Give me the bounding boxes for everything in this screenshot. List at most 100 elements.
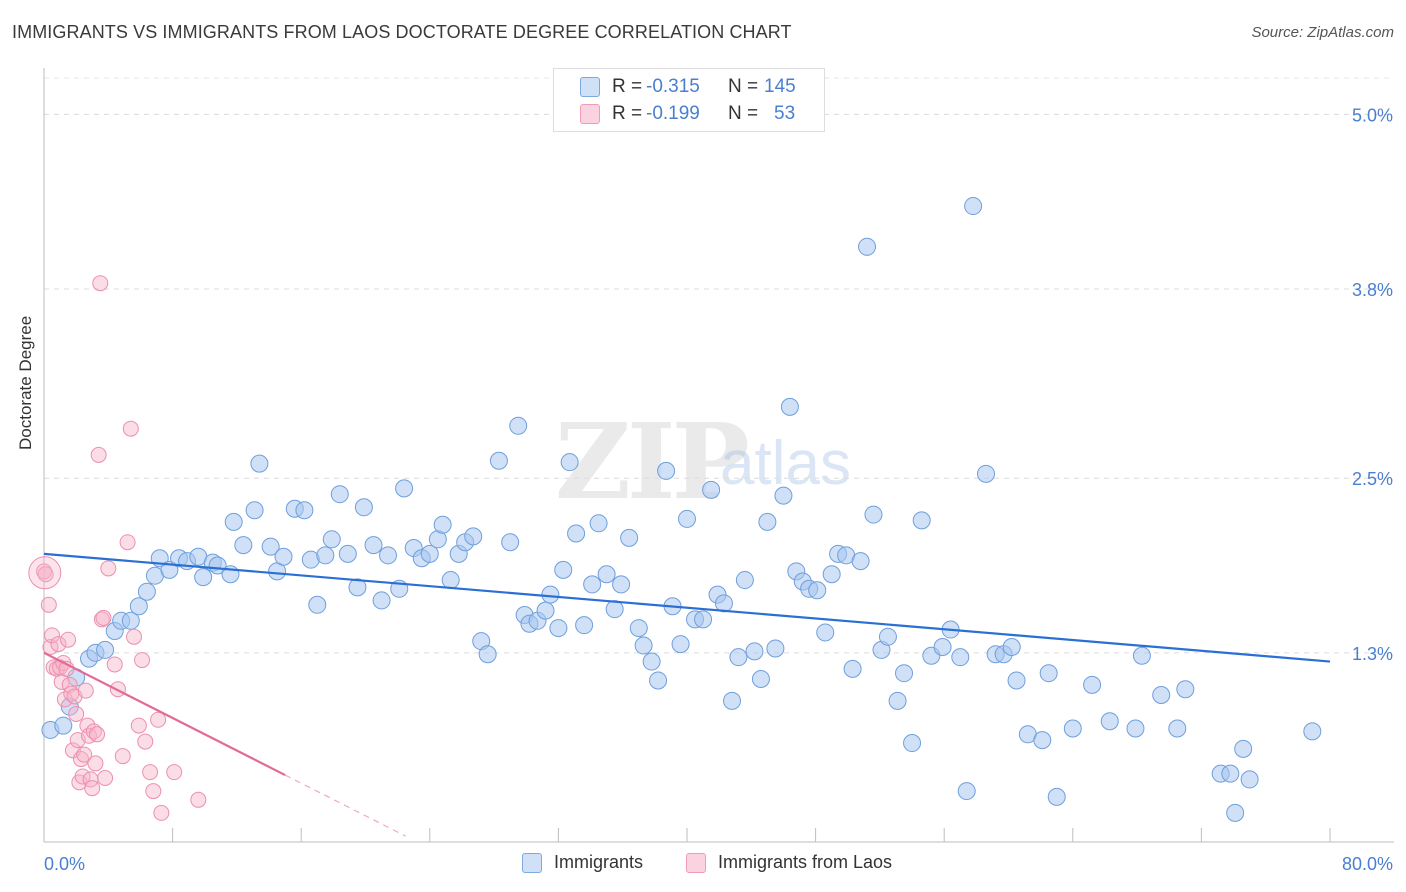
point-immigrants — [1063, 719, 1082, 738]
point-immigrants — [780, 397, 799, 416]
point-immigrants — [234, 536, 253, 555]
point-laos — [130, 717, 147, 734]
point-laos — [76, 746, 93, 763]
point-laos — [119, 534, 136, 551]
point-immigrants — [1234, 739, 1253, 758]
point-laos — [56, 691, 73, 708]
point-immigrants — [745, 642, 764, 661]
point-immigrants — [554, 560, 573, 579]
point-immigrants — [671, 635, 690, 654]
point-immigrants — [194, 568, 213, 587]
point-immigrants — [808, 581, 827, 600]
point-immigrants — [364, 536, 383, 555]
point-immigrants — [567, 524, 586, 543]
point-immigrants — [372, 591, 391, 610]
point-immigrants — [348, 578, 367, 597]
point-laos — [97, 769, 114, 786]
point-immigrants — [1168, 719, 1187, 738]
point-immigrants — [129, 597, 148, 616]
point-immigrants — [250, 454, 269, 473]
point-immigrants — [308, 595, 327, 614]
point-laos — [87, 755, 104, 772]
stats-n-value: 145 — [764, 76, 796, 97]
point-immigrants — [575, 616, 594, 635]
point-laos — [50, 636, 67, 653]
point-immigrants — [1132, 646, 1151, 665]
point-laos — [145, 783, 162, 800]
point-immigrants — [774, 486, 793, 505]
point-immigrants — [964, 197, 983, 216]
point-immigrants — [843, 659, 862, 678]
point-immigrants — [657, 461, 676, 480]
point-immigrants — [589, 514, 608, 533]
point-immigrants — [864, 505, 883, 524]
point-immigrants — [634, 636, 653, 655]
point-immigrants — [735, 571, 754, 590]
point-immigrants — [489, 451, 508, 470]
point-immigrants — [295, 501, 314, 520]
point-immigrants — [1221, 764, 1240, 783]
point-immigrants — [433, 515, 452, 534]
x-tick-label: 0.0% — [44, 854, 85, 874]
point-immigrants — [560, 453, 579, 472]
point-immigrants — [649, 671, 668, 690]
point-immigrants — [441, 571, 460, 590]
stats-r-label: R = — [612, 76, 643, 97]
point-immigrants — [261, 537, 280, 556]
point-immigrants — [851, 552, 870, 571]
point-immigrants — [1083, 675, 1102, 694]
point-laos — [114, 748, 131, 765]
y-tick-label: 3.8% — [1352, 280, 1393, 300]
point-immigrants — [912, 511, 931, 530]
point-laos — [81, 727, 98, 744]
point-laos — [95, 609, 112, 626]
point-immigrants — [583, 575, 602, 594]
point-immigrants — [478, 645, 497, 664]
point-laos — [142, 764, 159, 781]
point-immigrants — [395, 479, 414, 498]
point-immigrants — [642, 652, 661, 671]
point-immigrants — [1152, 686, 1171, 705]
point-laos — [44, 627, 61, 644]
point-immigrants — [96, 640, 115, 659]
point-laos — [150, 711, 167, 728]
point-immigrants — [137, 582, 156, 601]
legend-label-immigrants: Immigrants — [554, 852, 644, 872]
point-immigrants — [1226, 803, 1245, 822]
point-immigrants — [816, 623, 835, 642]
watermark-zip: ZIP — [555, 400, 750, 523]
point-laos — [122, 420, 139, 437]
stats-r-value: -0.199 — [646, 103, 700, 124]
point-immigrants — [702, 480, 721, 499]
point-laos — [84, 780, 101, 797]
x-tick-label: 80.0% — [1342, 854, 1393, 874]
point-immigrants — [245, 501, 264, 520]
chart-title: IMMIGRANTS VS IMMIGRANTS FROM LAOS DOCTO… — [12, 22, 792, 42]
point-immigrants — [549, 619, 568, 638]
stats-n-label: N = — [728, 103, 759, 124]
point-immigrants — [723, 691, 742, 710]
legend-swatch-laos — [686, 852, 706, 873]
stats-swatch-immigrants — [580, 77, 600, 97]
point-immigrants — [121, 611, 140, 630]
point-immigrants — [316, 546, 335, 565]
point-immigrants — [694, 610, 713, 629]
point-immigrants — [976, 464, 995, 483]
point-immigrants — [1007, 671, 1026, 690]
point-immigrants — [354, 498, 373, 517]
point-laos — [137, 733, 154, 750]
point-immigrants — [501, 533, 520, 552]
point-laos — [90, 446, 107, 463]
point-immigrants — [878, 627, 897, 646]
point-immigrants — [766, 639, 785, 658]
point-immigrants — [678, 509, 696, 528]
point-immigrants — [895, 664, 914, 683]
legend-item-laos: Immigrants from Laos — [686, 852, 892, 873]
point-immigrants — [620, 528, 639, 547]
point-laos — [92, 275, 109, 292]
point-immigrants — [1126, 719, 1145, 738]
point-immigrants — [629, 619, 648, 638]
point-laos — [72, 751, 89, 768]
watermark-atlas: atlas — [720, 429, 851, 498]
stats-r-value: -0.315 — [646, 76, 700, 97]
